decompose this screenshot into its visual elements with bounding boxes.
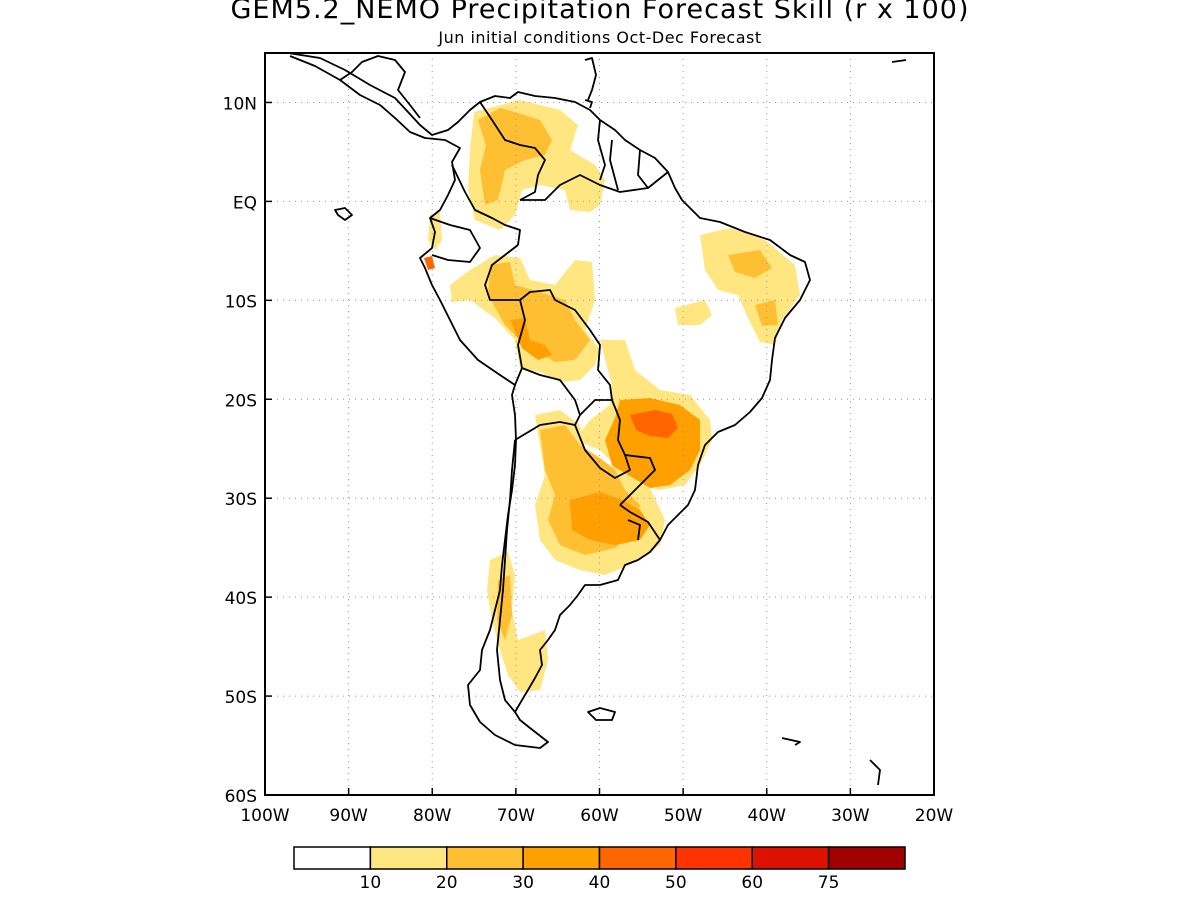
lon-tick-label: 50W (664, 806, 703, 826)
lon-tick-label: 20W (915, 806, 954, 826)
lat-tick-label: 30S (225, 490, 257, 510)
map-title: GEM5.2_NEMO Precipitation Forecast Skill… (230, 0, 970, 25)
border-peru-bolivia (514, 299, 526, 386)
border-colombia-venezuela (479, 101, 546, 201)
central-america-coast (339, 55, 421, 119)
lagoon-patos (627, 519, 641, 541)
colorbar-label: 40 (589, 873, 611, 893)
border-ecuador-peru (429, 217, 481, 263)
colorbar: 10 20 30 40 50 60 75 (293, 846, 906, 893)
skill-region-patagonia-core (497, 575, 512, 640)
dot-island-2 (869, 759, 881, 786)
colorbar-label: 75 (818, 873, 840, 893)
colorbar-swatch (827, 846, 906, 870)
skill-region-argentina-inner (570, 492, 650, 545)
colorbar-swatch (293, 846, 372, 870)
falklands (587, 707, 616, 721)
colorbar-label: 10 (360, 873, 382, 893)
lat-tick-label: EQ (233, 193, 257, 213)
skill-region-bolivia-inner (510, 318, 552, 360)
map-subtitle: Jun initial conditions Oct-Dec Forecast (438, 28, 762, 47)
colorbar-swatch (446, 846, 524, 870)
colorbar-swatch (369, 846, 448, 870)
colorbar-label: 30 (512, 873, 534, 893)
lon-tick-label: 70W (497, 806, 536, 826)
colorbar-swatch (522, 846, 601, 870)
lon-tick-label: 90W (329, 806, 368, 826)
border-argentina-brazil (619, 454, 656, 506)
skill-region-brazil-central (675, 300, 712, 325)
skill-region-se-brazil-inner (630, 410, 678, 438)
coastlines (287, 53, 907, 786)
trinidad (584, 99, 593, 109)
lon-tick-label: 30W (831, 806, 870, 826)
caribbean-islands (584, 57, 597, 101)
skill-region-ne-brazil-core (728, 250, 772, 278)
colorbar-swatch (751, 846, 830, 870)
lon-tick-label: 40W (748, 806, 787, 826)
skill-region-north-core (478, 108, 552, 205)
skill-shading (424, 100, 800, 692)
galapagos (334, 207, 353, 221)
skill-region-peru-coast (424, 256, 435, 270)
skill-region-ne-brazil (700, 228, 800, 345)
border-guyana-suriname (609, 139, 619, 191)
border-suriname-guiana (637, 149, 649, 189)
border-bolivia-brazil (554, 299, 613, 401)
lat-tick-label: 60S (225, 787, 257, 807)
skill-region-ne-brazil-south (755, 300, 778, 326)
skill-region-bolivia-core (488, 262, 590, 362)
colorbar-swatch (598, 846, 677, 870)
lat-tick-label: 10S (225, 292, 257, 312)
border-brazil-north (520, 171, 669, 201)
dot-island-1 (891, 59, 907, 63)
border-peru-brazil (484, 244, 556, 301)
lat-tick-label: 50S (225, 688, 257, 708)
south-america-coastline (287, 53, 811, 749)
colorbar-label: 60 (741, 873, 763, 893)
lat-tick-label: 20S (225, 391, 257, 411)
lon-tick-label: 60W (580, 806, 619, 826)
lat-tick-label: 40S (225, 589, 257, 609)
colorbar-label: 20 (436, 873, 458, 893)
border-ecuador-colombia (451, 164, 521, 246)
lon-tick-label: 80W (413, 806, 452, 826)
lon-tick-label: 100W (240, 806, 289, 826)
border-venezuela-guyana (597, 119, 606, 181)
lat-tick-label: 10N (223, 94, 257, 114)
border-uruguay (619, 504, 661, 541)
map-grid (265, 53, 934, 795)
colorbar-swatch (675, 846, 753, 870)
colorbar-label: 50 (665, 873, 687, 893)
south-georgia (781, 737, 801, 746)
border-chile-argentina (496, 439, 516, 713)
